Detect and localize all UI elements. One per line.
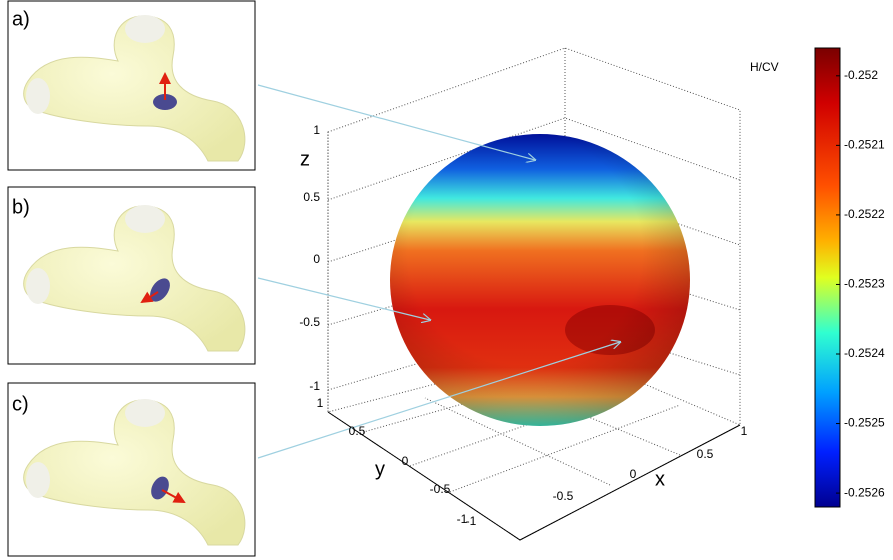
tick-label: -1 xyxy=(466,514,477,528)
panel-a xyxy=(8,1,255,170)
colorbar xyxy=(815,48,840,507)
panel-c xyxy=(8,383,255,556)
axis-line xyxy=(328,412,740,540)
panel-label: b) xyxy=(12,196,30,218)
colorbar-tick-label: -0.2525 xyxy=(844,416,885,430)
colorbar-tick-label: -0.2523 xyxy=(844,277,885,291)
tick-label: 0 xyxy=(313,252,320,266)
tick-label: 1 xyxy=(317,396,324,410)
axis-label: x xyxy=(655,468,665,490)
colorbar-tick-label: -0.2521 xyxy=(844,138,885,152)
panel-label: a) xyxy=(12,8,30,30)
tick-label: -0.5 xyxy=(553,489,574,503)
tick-label: 1 xyxy=(313,123,320,137)
colorbar-tick-label: -0.252 xyxy=(844,68,878,82)
tick-label: 0.5 xyxy=(349,424,366,438)
tick-label: 0 xyxy=(630,467,637,481)
page: H/CV a)b)c)z10.50-0.5-1y10.50-0.5-1x-1-0… xyxy=(0,0,893,560)
tick-label: -1 xyxy=(309,379,320,393)
tick-label: -0.5 xyxy=(299,315,320,329)
axis-label: z xyxy=(300,148,310,170)
axis-label: y xyxy=(375,458,385,480)
colorbar-label: H/CV xyxy=(750,60,779,74)
tick-label: -0.5 xyxy=(430,482,451,496)
panel-b xyxy=(8,187,255,364)
tick-label: 0 xyxy=(402,454,409,468)
sphere xyxy=(390,134,690,426)
colorbar-tick-label: -0.2522 xyxy=(844,207,885,221)
tick-label: 1 xyxy=(741,424,748,438)
tick-label: 0.5 xyxy=(303,190,320,204)
tick-label: 0.5 xyxy=(697,447,714,461)
colorbar-tick-label: -0.2524 xyxy=(844,346,885,360)
panel-label: c) xyxy=(12,393,29,415)
colorbar-tick-label: -0.2526 xyxy=(844,485,885,499)
figure: H/CV a)b)c)z10.50-0.5-1y10.50-0.5-1x-1-0… xyxy=(0,0,893,560)
